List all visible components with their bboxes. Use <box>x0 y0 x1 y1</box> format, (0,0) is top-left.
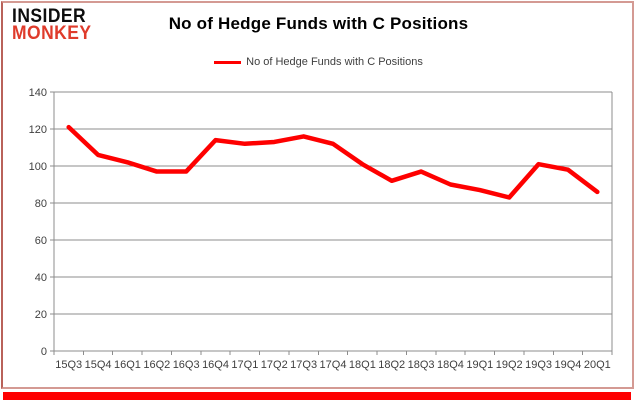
svg-text:17Q2: 17Q2 <box>261 359 288 371</box>
svg-text:15Q4: 15Q4 <box>85 359 112 371</box>
logo-text-insider: INSIDER <box>12 6 87 27</box>
svg-text:17Q4: 17Q4 <box>320 359 347 371</box>
chart-legend: No of Hedge Funds with C Positions <box>0 56 637 68</box>
svg-text:18Q2: 18Q2 <box>378 359 405 371</box>
svg-text:20Q1: 20Q1 <box>584 359 611 371</box>
svg-text:18Q4: 18Q4 <box>437 359 464 371</box>
svg-text:20: 20 <box>35 309 47 321</box>
insider-monkey-logo: INSIDER MONKEY <box>12 6 92 45</box>
svg-text:16Q3: 16Q3 <box>173 359 200 371</box>
svg-text:15Q3: 15Q3 <box>55 359 82 371</box>
legend-label: No of Hedge Funds with C Positions <box>246 56 423 68</box>
chart-panel-border <box>1 1 634 389</box>
svg-text:19Q1: 19Q1 <box>466 359 493 371</box>
svg-text:16Q4: 16Q4 <box>202 359 229 371</box>
svg-text:18Q3: 18Q3 <box>408 359 435 371</box>
svg-text:60: 60 <box>35 235 47 247</box>
svg-text:0: 0 <box>41 346 47 358</box>
svg-text:17Q1: 17Q1 <box>231 359 258 371</box>
svg-text:40: 40 <box>35 272 47 284</box>
svg-text:140: 140 <box>29 87 47 99</box>
svg-text:100: 100 <box>29 161 47 173</box>
svg-text:19Q3: 19Q3 <box>525 359 552 371</box>
svg-text:16Q1: 16Q1 <box>114 359 141 371</box>
svg-text:19Q4: 19Q4 <box>554 359 581 371</box>
svg-text:120: 120 <box>29 124 47 136</box>
svg-text:17Q3: 17Q3 <box>290 359 317 371</box>
svg-text:80: 80 <box>35 198 47 210</box>
svg-text:18Q1: 18Q1 <box>349 359 376 371</box>
chart-title: No of Hedge Funds with C Positions <box>168 14 469 33</box>
red-bottom-bar <box>3 392 631 400</box>
svg-text:16Q2: 16Q2 <box>143 359 170 371</box>
legend-line-swatch <box>214 60 242 64</box>
svg-text:19Q2: 19Q2 <box>496 359 523 371</box>
logo-text-monkey: MONKEY <box>12 23 92 45</box>
